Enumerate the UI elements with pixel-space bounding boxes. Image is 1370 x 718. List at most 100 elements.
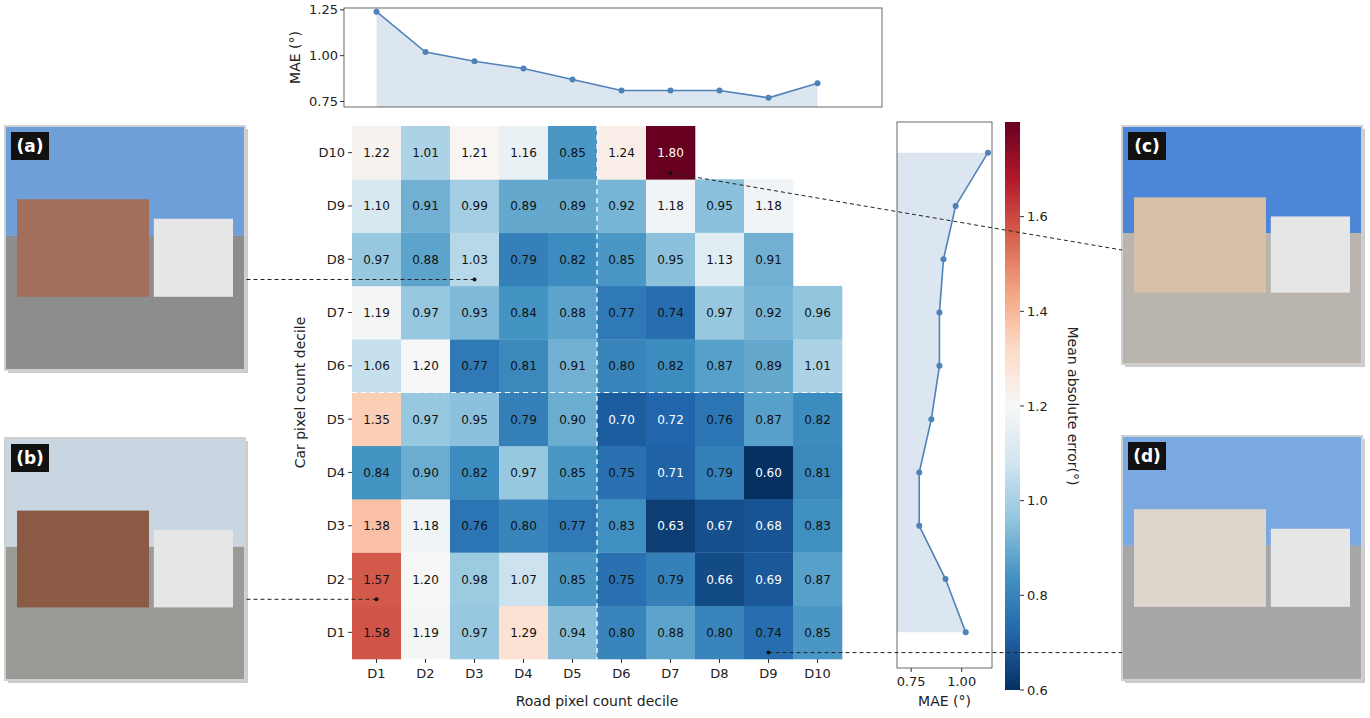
heatmap-cell <box>793 606 842 660</box>
heatmap-cell <box>499 126 548 180</box>
cell-label: 0.85 <box>804 626 831 640</box>
separator <box>352 392 842 393</box>
y-tick-label: 1.00 <box>309 48 338 63</box>
heatmap-cell <box>548 339 597 393</box>
heatmap-cell <box>450 606 499 660</box>
cell-label: 0.97 <box>412 306 439 320</box>
photo-frame <box>5 126 245 370</box>
cell-label: 1.18 <box>657 199 684 213</box>
heatmap-cell <box>793 446 842 500</box>
cell-label: 1.10 <box>363 199 390 213</box>
leader-dot <box>669 171 673 175</box>
heatmap-cell <box>548 126 597 180</box>
plot-frame <box>344 8 882 107</box>
tick <box>817 659 818 663</box>
heatmap-cell <box>744 499 793 553</box>
cell-label: 0.82 <box>461 466 488 480</box>
heatmap-cell <box>450 339 499 393</box>
heatmap-cell <box>744 286 793 340</box>
heatmap-cell <box>450 446 499 500</box>
cell-label: 0.79 <box>510 253 537 267</box>
cell-label: 0.95 <box>706 199 733 213</box>
cell-label: 0.97 <box>412 413 439 427</box>
heatmap-cell <box>499 339 548 393</box>
y-tick-label: D4 <box>327 465 345 480</box>
marker <box>619 88 625 94</box>
cell-label: 0.87 <box>706 359 733 373</box>
leader-dot <box>375 597 379 601</box>
heatmap-cell <box>401 606 450 660</box>
heatmap-cell <box>352 339 401 393</box>
marker <box>472 58 478 64</box>
heatmap-cell <box>548 233 597 287</box>
cell-label: 0.88 <box>657 626 684 640</box>
cell-label: 0.79 <box>657 573 684 587</box>
marker <box>815 80 821 86</box>
cell-label: 0.98 <box>461 573 488 587</box>
tick <box>348 419 352 420</box>
heatmap-cell <box>450 499 499 553</box>
figure-root: 1.581.190.971.290.940.800.880.800.740.85… <box>0 0 1370 718</box>
heatmap-cell <box>352 606 401 660</box>
colorbar <box>1005 122 1020 690</box>
x-tick-label: D4 <box>514 666 532 681</box>
tick <box>348 472 352 473</box>
y-tick-label: D2 <box>327 572 345 587</box>
photo-building <box>154 530 233 607</box>
marker <box>943 576 949 582</box>
heatmap-cell <box>401 286 450 340</box>
cell-label: 0.76 <box>461 519 488 533</box>
heatmap-cell <box>499 552 548 606</box>
cell-label: 0.69 <box>755 573 782 587</box>
x-tick-label: 0.75 <box>897 674 926 689</box>
cell-label: 0.96 <box>804 306 831 320</box>
cell-label: 0.85 <box>559 466 586 480</box>
heatmap-cell <box>401 179 450 233</box>
tick <box>768 659 769 663</box>
heatmap-cell <box>499 179 548 233</box>
photo-label-box <box>1128 442 1166 470</box>
cell-label: 1.38 <box>363 519 390 533</box>
x-axis-title: MAE (°) <box>918 693 971 709</box>
heatmap-cell <box>744 446 793 500</box>
tick <box>348 632 352 633</box>
marker <box>521 66 527 72</box>
cell-label: 1.01 <box>412 146 439 160</box>
y-tick-label: D5 <box>327 412 345 427</box>
x-tick-label: D10 <box>804 666 831 681</box>
y-tick-label: D9 <box>327 198 345 213</box>
heatmap-cell <box>450 286 499 340</box>
cell-label: 0.92 <box>755 306 782 320</box>
photo-frame <box>5 438 245 680</box>
y-tick-label: D7 <box>327 305 345 320</box>
x-tick-label: D2 <box>416 666 434 681</box>
heatmap-cell <box>352 233 401 287</box>
cell-label: 0.92 <box>608 199 635 213</box>
cell-label: 0.79 <box>706 466 733 480</box>
heatmap-cell <box>744 552 793 606</box>
cell-label: 0.99 <box>461 199 488 213</box>
tick <box>348 525 352 526</box>
heatmap-cell <box>499 606 548 660</box>
cell-label: 0.95 <box>657 253 684 267</box>
cell-label: 0.68 <box>755 519 782 533</box>
colorbar-tick <box>1020 595 1024 596</box>
x-tick-label: D6 <box>612 666 630 681</box>
heatmap-cell <box>401 126 450 180</box>
cell-label: 0.77 <box>461 359 488 373</box>
cell-label: 1.13 <box>706 253 733 267</box>
cell-label: 0.77 <box>559 519 586 533</box>
y-tick <box>340 101 344 102</box>
heatmap-cell <box>793 339 842 393</box>
heatmap-cell <box>401 233 450 287</box>
leader-line <box>671 173 1123 250</box>
heatmap-cell <box>793 499 842 553</box>
y-tick-label: D10 <box>318 145 345 160</box>
colorbar-title: Mean absolute error(°) <box>1065 326 1081 485</box>
x-tick-label: D5 <box>563 666 581 681</box>
heatmap-cell <box>352 552 401 606</box>
x-tick <box>911 668 912 672</box>
cell-label: 0.89 <box>510 199 537 213</box>
cell-label: 1.22 <box>363 146 390 160</box>
photo: (b) <box>5 438 248 683</box>
